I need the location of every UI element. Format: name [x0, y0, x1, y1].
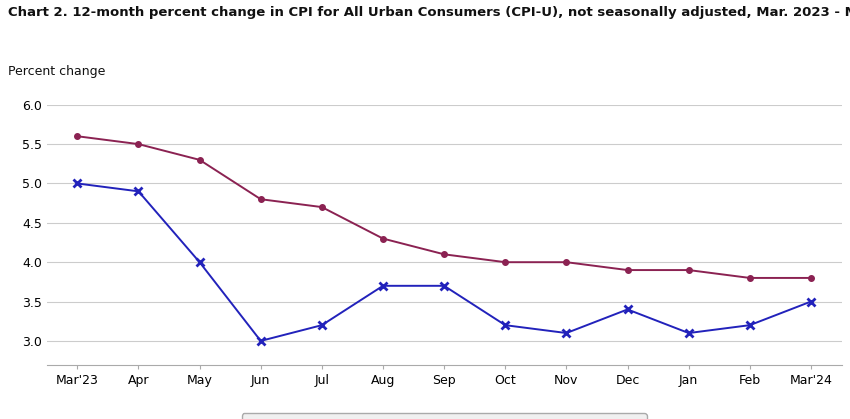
Legend: All items, All items less food and energy: All items, All items less food and energ…: [241, 414, 647, 419]
Text: Chart 2. 12-month percent change in CPI for All Urban Consumers (CPI-U), not sea: Chart 2. 12-month percent change in CPI …: [8, 6, 850, 19]
Text: Percent change: Percent change: [8, 65, 106, 78]
